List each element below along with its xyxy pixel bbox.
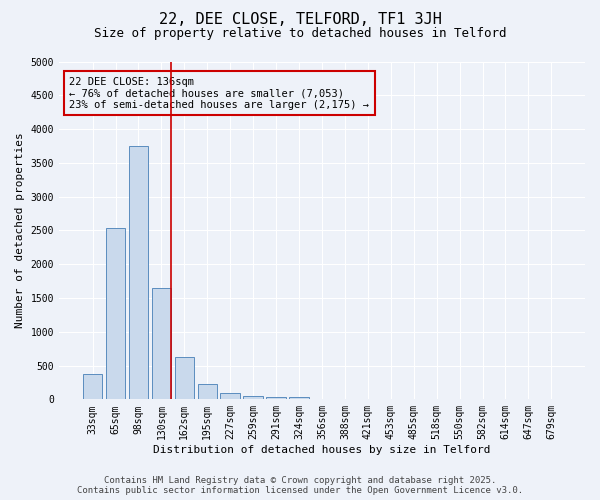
Bar [244,396,263,400]
Bar [83,374,103,400]
Y-axis label: Number of detached properties: Number of detached properties [15,132,25,328]
Bar [197,384,217,400]
Bar [289,398,309,400]
Bar [175,358,194,400]
Bar [106,228,125,400]
Bar [220,392,240,400]
Text: 22 DEE CLOSE: 136sqm
← 76% of detached houses are smaller (7,053)
23% of semi-de: 22 DEE CLOSE: 136sqm ← 76% of detached h… [70,76,370,110]
Bar [152,288,171,400]
Bar [129,146,148,400]
Text: 22, DEE CLOSE, TELFORD, TF1 3JH: 22, DEE CLOSE, TELFORD, TF1 3JH [158,12,442,28]
Text: Contains HM Land Registry data © Crown copyright and database right 2025.
Contai: Contains HM Land Registry data © Crown c… [77,476,523,495]
Text: Size of property relative to detached houses in Telford: Size of property relative to detached ho… [94,28,506,40]
X-axis label: Distribution of detached houses by size in Telford: Distribution of detached houses by size … [153,445,491,455]
Bar [266,396,286,400]
